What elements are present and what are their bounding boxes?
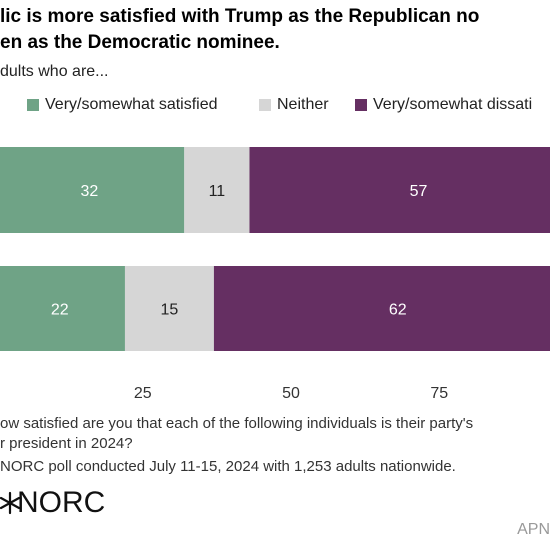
chart-subtitle: dults who are...: [0, 63, 109, 80]
norc-logo-text: NORC: [17, 486, 106, 519]
note-line-2: r president in 2024?: [0, 435, 133, 452]
legend-label-satisfied: Very/somewhat satisfied: [45, 96, 218, 113]
data-label-dissatisfied-row-1: 57: [410, 183, 428, 200]
source-note: NORC poll conducted July 11-15, 2024 wit…: [0, 458, 456, 475]
norc-star-logo-icon: [0, 491, 20, 515]
legend-swatch-satisfied: [27, 99, 39, 111]
note-line-1: ow satisfied are you that each of the fo…: [0, 415, 474, 432]
data-label-satisfied-row-1: 32: [80, 183, 98, 200]
bar-satisfied-row-2: [0, 266, 125, 351]
legend-swatch-neither: [259, 99, 271, 111]
data-label-dissatisfied-row-2: 62: [389, 302, 407, 319]
stacked-bar-chart: 32 11 57 22 15 62 25 50 75: [0, 147, 550, 402]
legend-swatch-dissatisfied: [355, 99, 367, 111]
bar-neither-row-2: [124, 266, 214, 351]
survey-question-note: ow satisfied are you that each of the fo…: [0, 414, 473, 454]
x-tick-label-25: 25: [134, 385, 152, 402]
bar-neither-row-1: [184, 147, 250, 233]
legend-item-satisfied: Very/somewhat satisfied: [27, 96, 218, 114]
data-label-neither-row-1: 11: [209, 183, 226, 200]
data-label-satisfied-row-2: 22: [51, 302, 69, 319]
legend-item-dissatisfied: Very/somewhat dissati: [355, 96, 532, 114]
legend-label-neither: Neither: [277, 96, 329, 113]
bar-satisfied-row-1: [0, 147, 185, 233]
data-label-neither-row-2: 15: [161, 302, 179, 319]
bar-dissatisfied-row-2: [213, 266, 550, 351]
title-line-1: lic is more satisfied with Trump as the …: [0, 6, 480, 27]
title-line-2: en as the Democratic nominee.: [0, 32, 280, 53]
credit-label: APN: [517, 521, 550, 538]
legend-label-dissatisfied: Very/somewhat dissati: [373, 96, 533, 113]
chart-title: lic is more satisfied with Trump as the …: [0, 4, 550, 56]
x-tick-label-50: 50: [282, 385, 300, 402]
legend-item-neither: Neither: [259, 96, 329, 114]
x-tick-label-75: 75: [430, 385, 448, 402]
bar-dissatisfied-row-1: [249, 147, 550, 233]
